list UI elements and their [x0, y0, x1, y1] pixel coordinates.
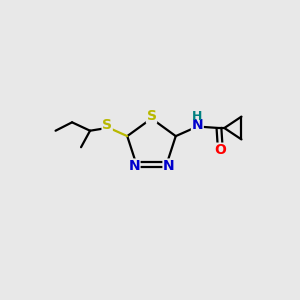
- Text: N: N: [128, 159, 140, 173]
- Text: S: S: [102, 118, 112, 132]
- Text: N: N: [163, 159, 175, 173]
- Text: H: H: [192, 110, 203, 123]
- Text: N: N: [191, 118, 203, 132]
- Text: S: S: [146, 109, 157, 123]
- Text: O: O: [214, 143, 226, 157]
